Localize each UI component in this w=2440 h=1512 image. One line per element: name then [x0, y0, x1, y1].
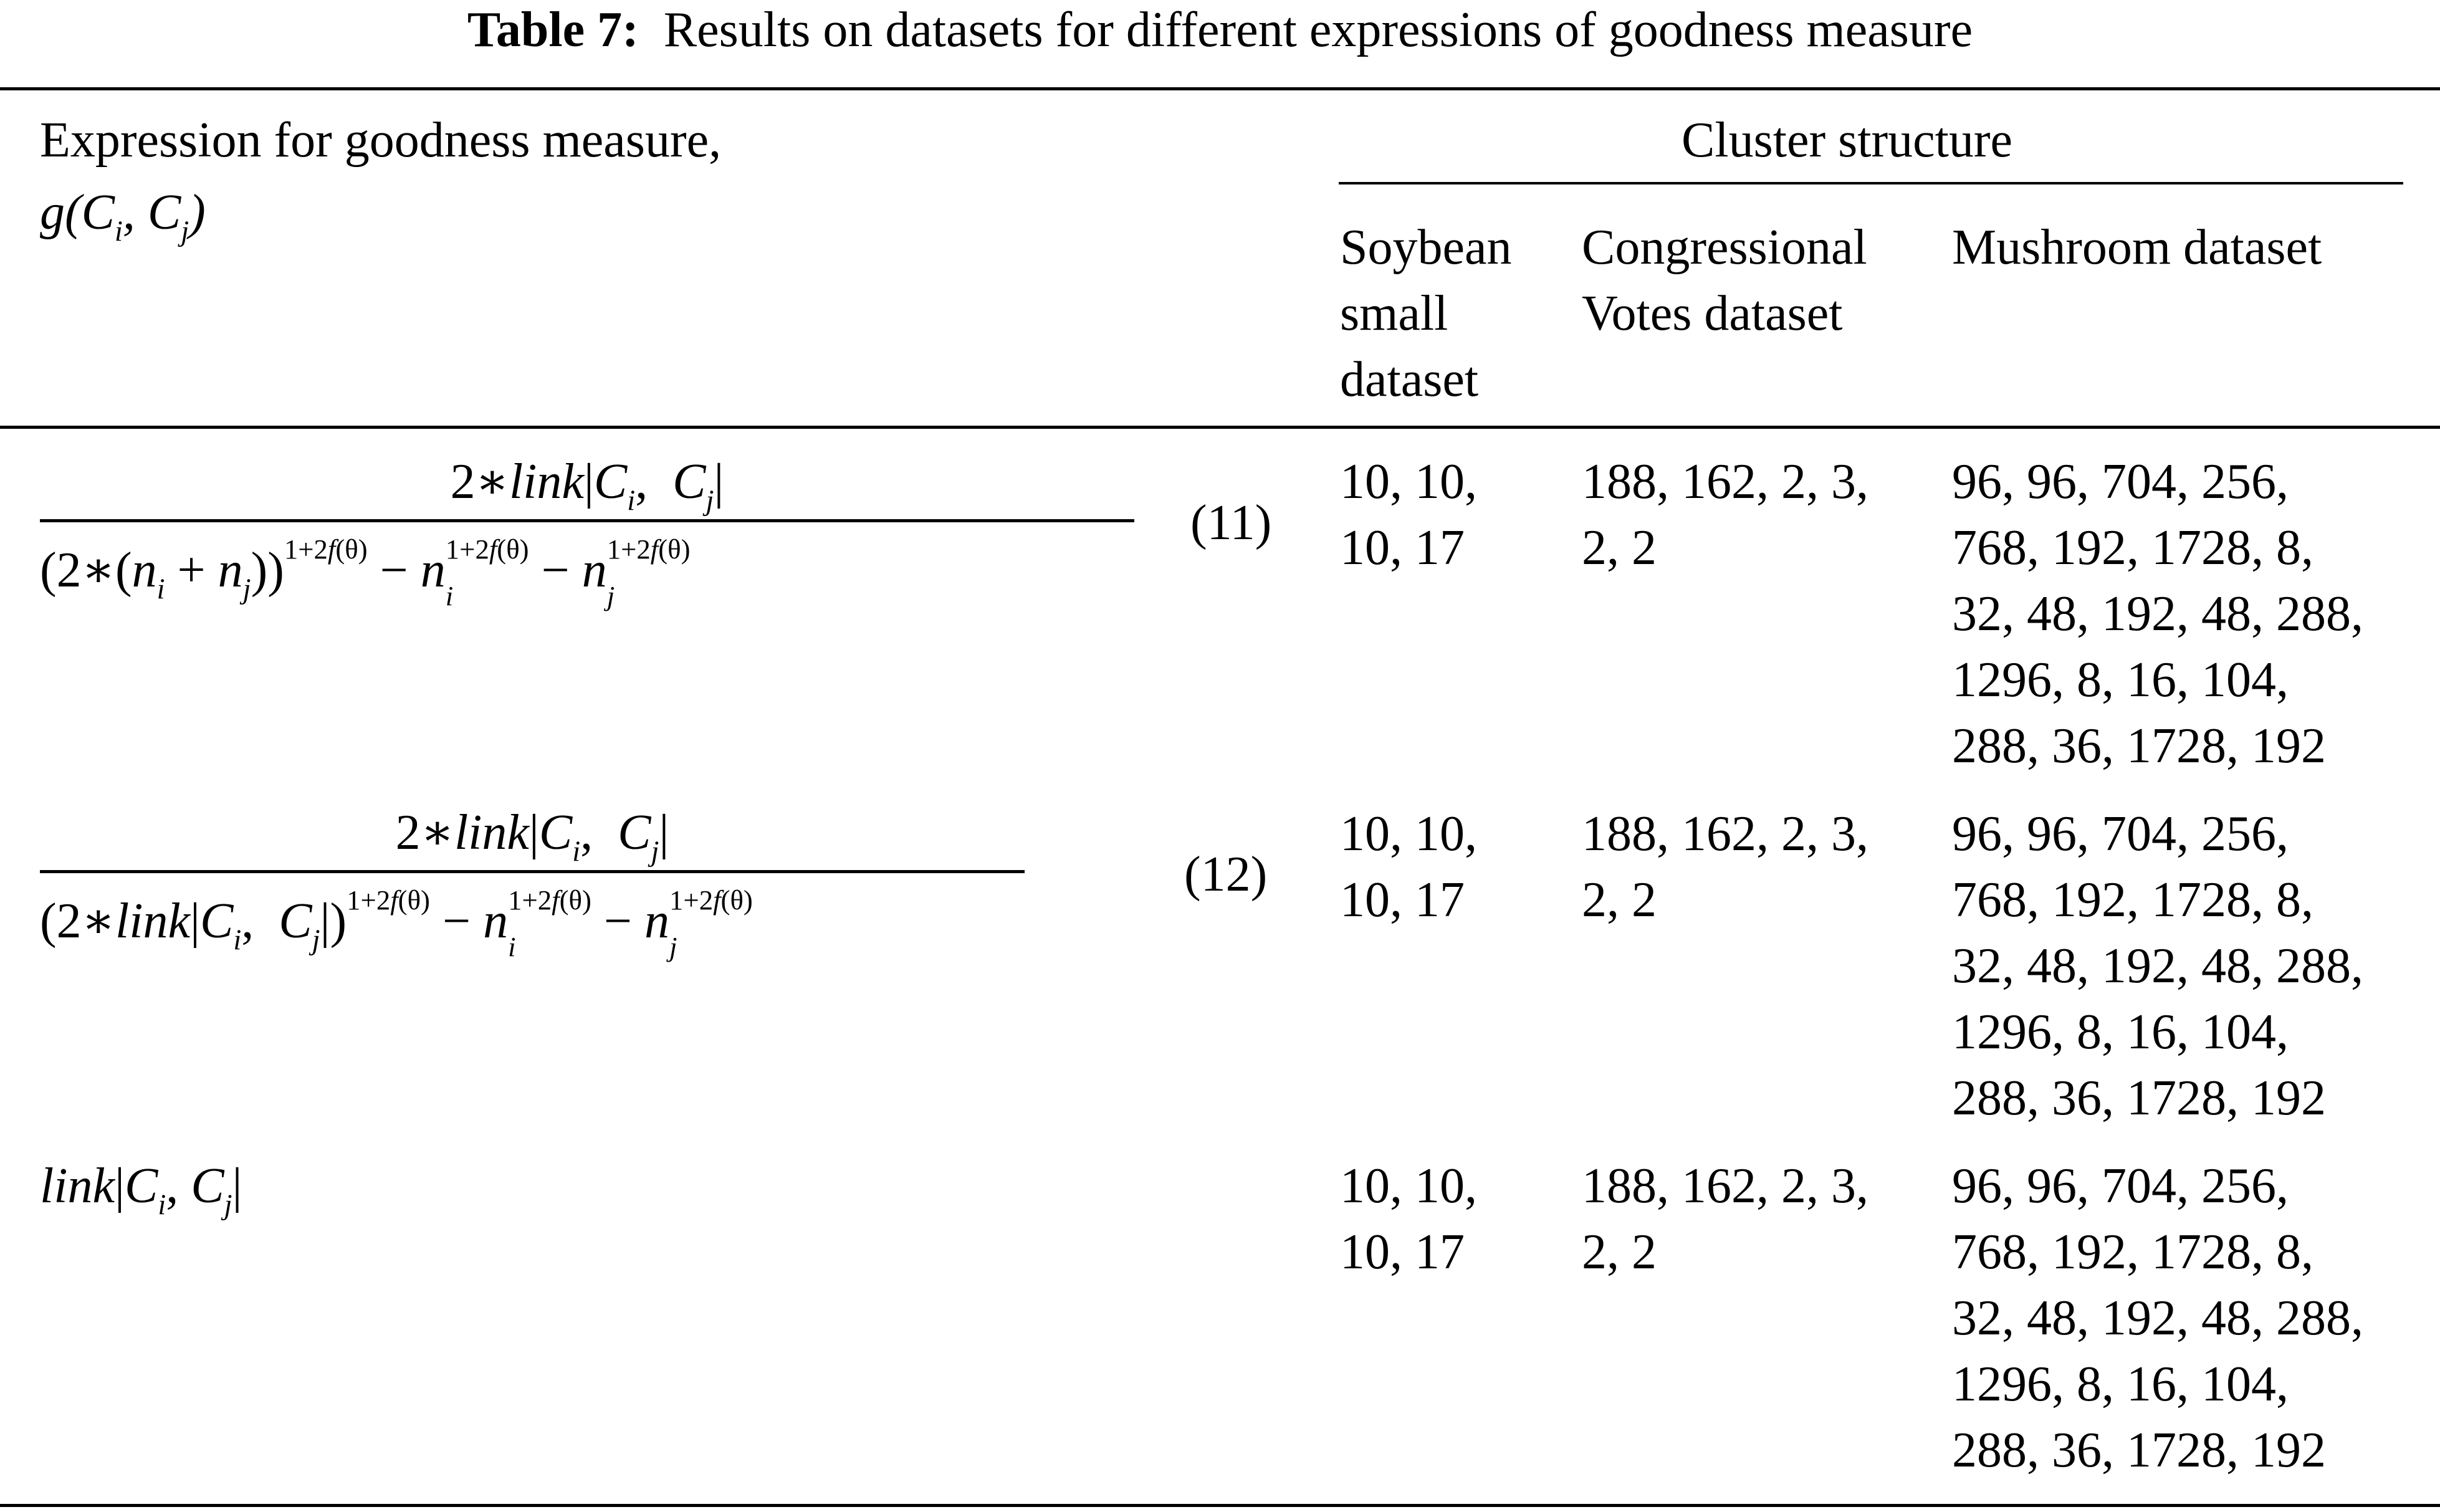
- row-3-mushroom: 96, 96, 704, 256, 768, 192, 1728, 8, 32,…: [1952, 1159, 2363, 1478]
- equation-12-number: (12): [1184, 847, 1268, 902]
- header-cluster-structure: Cluster structure: [1682, 113, 2012, 168]
- equation-12-numerator: 2∗link|Ci, Cj|: [395, 805, 669, 868]
- row-2-mushroom: 96, 96, 704, 256, 768, 192, 1728, 8, 32,…: [1952, 806, 2363, 1126]
- header-goodness-function: g(Ci, Cj): [40, 185, 206, 247]
- header-soybean: Soybean small dataset: [1340, 220, 1512, 407]
- row-3-congressional: 188, 162, 2, 3, 2, 2: [1582, 1159, 1868, 1280]
- bottom-rule: [0, 1504, 2440, 1507]
- header-bottom-rule: [0, 426, 2440, 429]
- row-1-mushroom: 96, 96, 704, 256, 768, 192, 1728, 8, 32,…: [1952, 454, 2363, 773]
- row-1-congressional: 188, 162, 2, 3, 2, 2: [1582, 454, 1868, 575]
- equation-12-fraction-bar: [40, 870, 1025, 873]
- header-congressional: Congressional Votes dataset: [1582, 220, 1867, 341]
- cluster-structure-rule: [1339, 182, 2403, 184]
- equation-11-number: (11): [1190, 495, 1272, 550]
- table-caption: Table 7: Results on datasets for differe…: [0, 0, 2440, 61]
- row-3-expression: link|Ci, Cj|: [40, 1159, 242, 1221]
- header-mushroom: Mushroom dataset: [1952, 220, 2322, 275]
- row-2-congressional: 188, 162, 2, 3, 2, 2: [1582, 806, 1868, 927]
- equation-11-fraction-bar: [40, 519, 1134, 522]
- row-2-soybean: 10, 10, 10, 17: [1340, 806, 1477, 927]
- caption-text: Results on datasets for different expres…: [663, 2, 1973, 57]
- top-rule: [0, 87, 2440, 90]
- equation-12-fraction: 2∗link|Ci, Cj| (2∗link|Ci, Cj|)1+2f(θ) −…: [40, 800, 1025, 962]
- row-3-soybean: 10, 10, 10, 17: [1340, 1159, 1477, 1280]
- caption-label: Table 7:: [467, 2, 639, 57]
- row-1-soybean: 10, 10, 10, 17: [1340, 454, 1477, 575]
- equation-11-numerator: 2∗link|Ci, Cj|: [450, 454, 724, 517]
- header-expression-label: Expression for goodness measure,: [40, 113, 722, 168]
- equation-11-denominator: (2∗(ni + nj))1+2f(θ) − n i 1+2f(θ) − n j 1+2…: [40, 534, 691, 611]
